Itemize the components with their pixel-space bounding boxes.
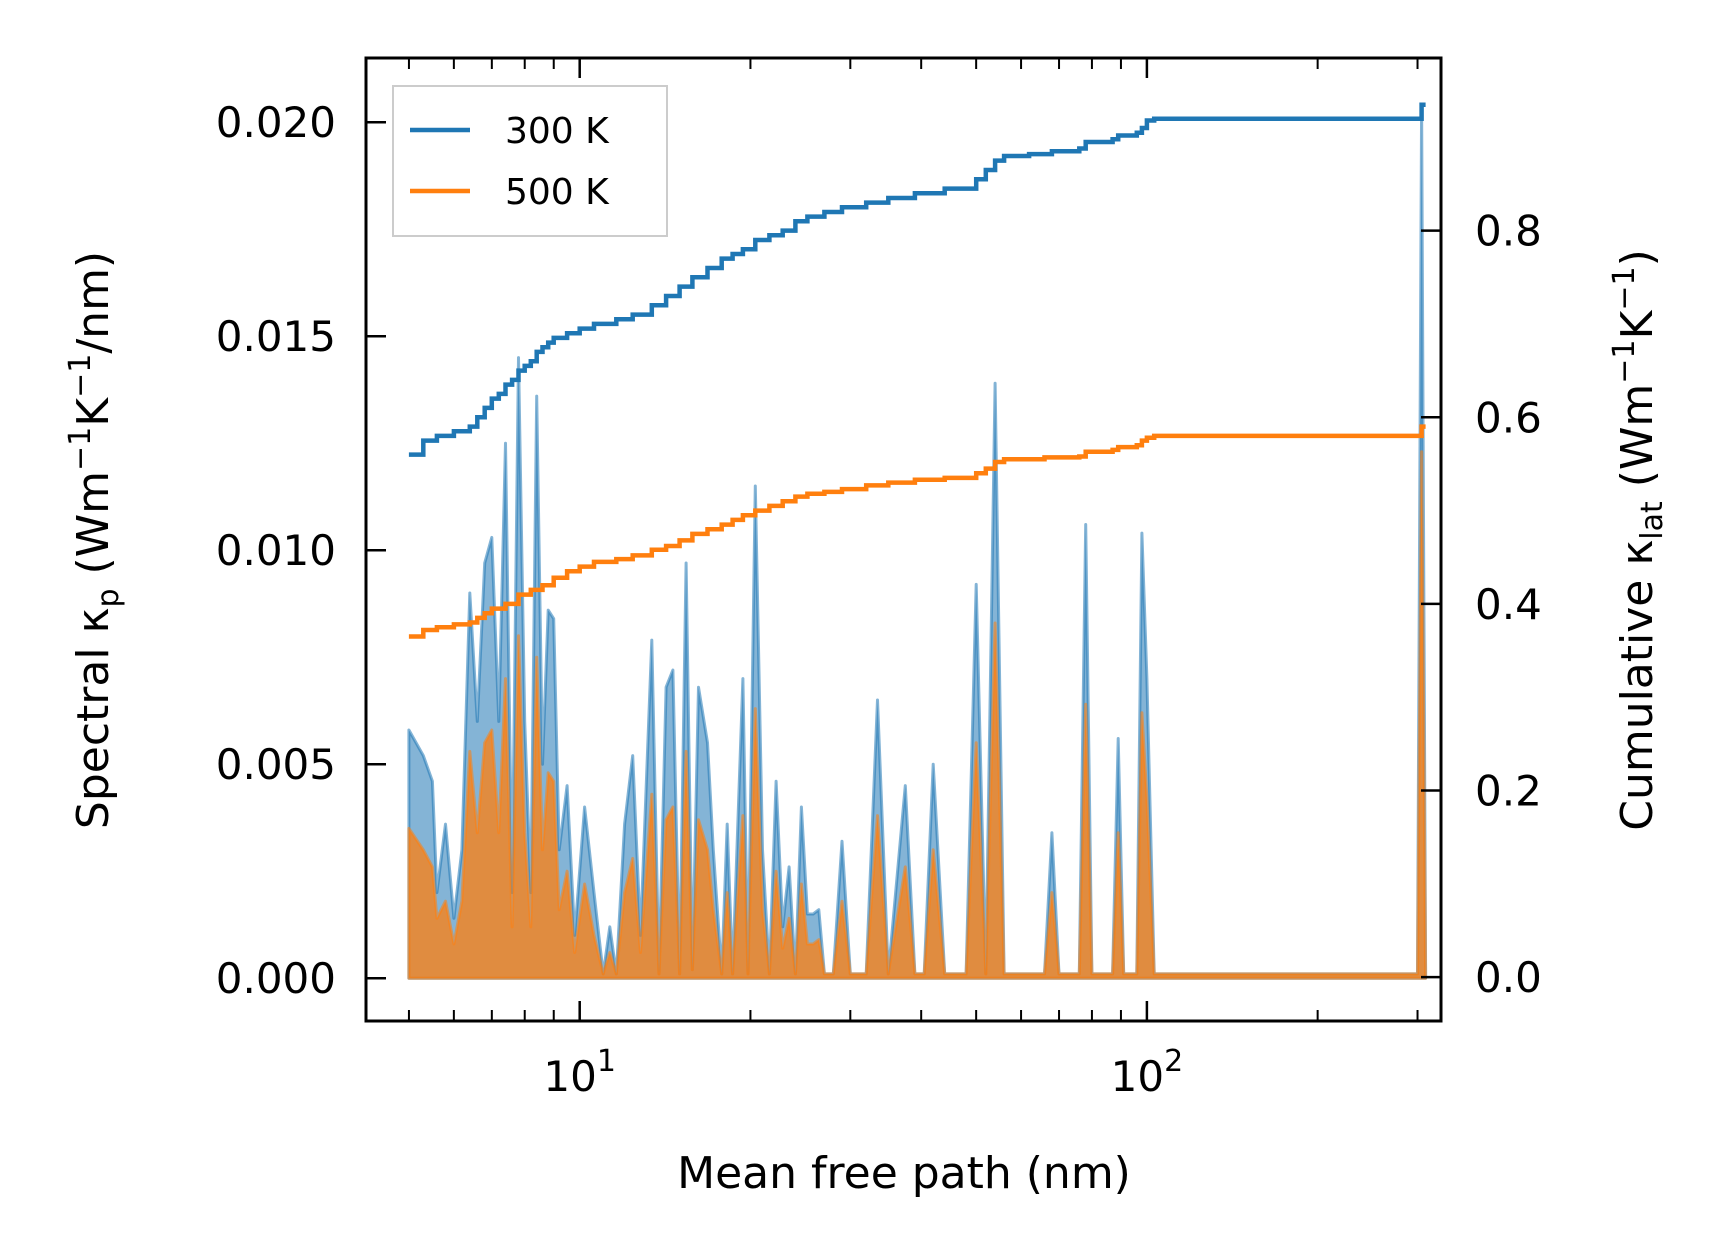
y-axis-left-label: Spectral κp (Wm−1K−1/nm) [63, 251, 126, 829]
spectral-fills [407, 103, 1428, 980]
y-right-tick-label: 0.8 [1475, 207, 1542, 256]
axis-ticks: 0.000 0.005 0.010 0.015 0.020 0.0 0.2 0.4 0.6 0.8… [216, 58, 1542, 1101]
cumulative-lines [408, 102, 1426, 639]
cumulative-line-300k [408, 102, 1426, 457]
legend-label-500k: 500 K [505, 172, 610, 213]
y-left-tick-label: 0.020 [216, 98, 336, 147]
legend-label-300k: 300 K [505, 111, 610, 152]
y-left-tick-label: 0.005 [216, 740, 336, 789]
y-axis-right-label: Cumulative κlat (Wm−1K−1) [1607, 249, 1670, 831]
x-axis-label: Mean free path (nm) [677, 1148, 1131, 1199]
x-tick-label: 102 [1111, 1044, 1184, 1101]
y-right-tick-label: 0.4 [1475, 580, 1542, 629]
y-right-tick-label: 0.6 [1475, 393, 1542, 442]
y-left-tick-label: 0.015 [216, 312, 336, 361]
y-right-tick-label: 0.2 [1475, 767, 1542, 816]
plot-frame [364, 56, 1443, 1023]
y-right-tick-label: 0.0 [1475, 953, 1542, 1002]
cumulative-line-500k [408, 424, 1426, 639]
legend-box [392, 85, 668, 237]
legend: 300 K 500 K [392, 85, 668, 237]
spectral-area-500k [407, 450, 1428, 980]
y-left-tick-label: 0.010 [216, 526, 336, 575]
x-tick-label: 101 [543, 1044, 616, 1101]
y-left-tick-label: 0.000 [216, 954, 336, 1003]
